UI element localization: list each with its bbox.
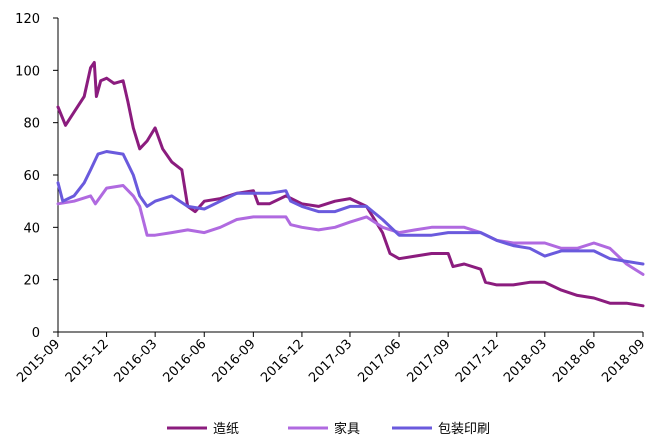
x-tick-label: 2016-12 (258, 337, 307, 386)
series-line-0 (56, 61, 645, 308)
y-tick-label: 100 (15, 64, 40, 79)
x-tick-label: 2016-09 (210, 337, 259, 386)
y-axis: 0 20 40 60 80 100 120 (15, 12, 59, 341)
y-ticks: 0 20 40 60 80 100 120 (15, 12, 58, 341)
x-ticks: 2015-09 2015-12 2016-03 2016-06 2016-09 2016-… (14, 332, 646, 386)
x-tick-label: 2017-12 (453, 337, 502, 386)
x-tick-label: 2017-06 (355, 337, 404, 386)
legend-label-2: 包装印刷 (438, 422, 490, 437)
x-tick-label: 2018-09 (599, 337, 646, 386)
legend-label-1: 家具 (334, 421, 360, 437)
series-line-2 (56, 150, 645, 266)
y-tick-label: 20 (23, 274, 40, 289)
x-tick-label: 2018-03 (501, 337, 550, 386)
x-tick-label: 2017-09 (404, 337, 453, 386)
y-tick-label: 80 (23, 117, 40, 132)
x-tick-label: 2015-12 (63, 337, 112, 386)
x-tick-label: 2015-09 (14, 337, 63, 386)
y-tick-label: 0 (32, 326, 40, 341)
plot-area (56, 61, 645, 308)
y-tick-label: 40 (23, 221, 40, 236)
legend-label-0: 造纸 (213, 422, 239, 437)
series-line-1 (56, 184, 645, 276)
y-tick-label: 120 (15, 12, 40, 27)
x-tick-label: 2016-06 (161, 337, 210, 386)
x-tick-label: 2018-06 (550, 337, 599, 386)
y-tick-label: 60 (23, 169, 40, 184)
x-axis: 2015-09 2015-12 2016-03 2016-06 2016-09 2016-… (14, 331, 646, 386)
x-tick-label: 2016-03 (111, 337, 160, 386)
legend: 造纸 家具 包装印刷 (167, 421, 490, 437)
x-tick-label: 2017-03 (306, 337, 355, 386)
